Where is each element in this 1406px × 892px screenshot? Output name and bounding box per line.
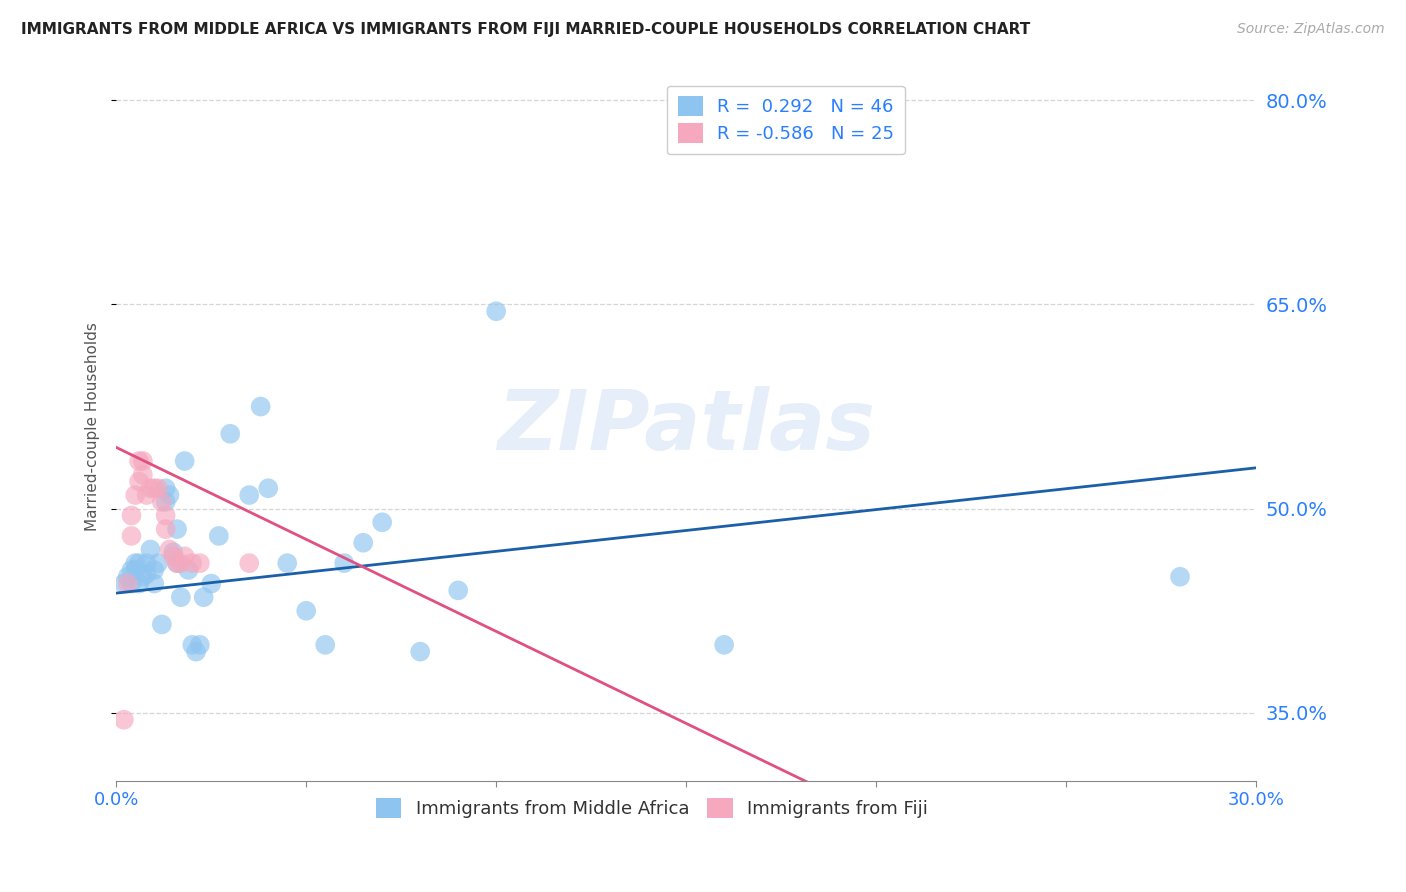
Point	[208, 529, 231, 543]
Point	[173, 549, 195, 564]
Point	[155, 522, 177, 536]
Point	[173, 454, 195, 468]
Point	[219, 426, 242, 441]
Point	[181, 556, 204, 570]
Point	[139, 542, 162, 557]
Point	[135, 567, 157, 582]
Point	[143, 563, 166, 577]
Point	[166, 556, 188, 570]
Point	[135, 488, 157, 502]
Point	[200, 576, 222, 591]
Point	[128, 556, 150, 570]
Text: Source: ZipAtlas.com: Source: ZipAtlas.com	[1237, 22, 1385, 37]
Point	[143, 576, 166, 591]
Point	[257, 481, 280, 495]
Point	[139, 481, 162, 495]
Point	[155, 481, 177, 495]
Point	[166, 522, 188, 536]
Point	[117, 576, 139, 591]
Point	[146, 481, 169, 495]
Point	[238, 556, 260, 570]
Point	[314, 638, 336, 652]
Point	[124, 556, 146, 570]
Point	[128, 475, 150, 489]
Point	[166, 556, 188, 570]
Point	[159, 542, 181, 557]
Text: ZIPatlas: ZIPatlas	[498, 386, 875, 467]
Point	[177, 563, 200, 577]
Point	[188, 556, 211, 570]
Point	[159, 488, 181, 502]
Point	[155, 508, 177, 523]
Point	[146, 556, 169, 570]
Point	[150, 617, 173, 632]
Point	[713, 638, 735, 652]
Point	[170, 590, 193, 604]
Point	[238, 488, 260, 502]
Point	[135, 556, 157, 570]
Point	[121, 529, 143, 543]
Point	[155, 495, 177, 509]
Point	[314, 808, 336, 822]
Point	[162, 549, 184, 564]
Point	[112, 713, 135, 727]
Point	[249, 400, 271, 414]
Point	[162, 545, 184, 559]
Point	[1168, 570, 1191, 584]
Point	[295, 604, 318, 618]
Point	[121, 508, 143, 523]
Point	[132, 467, 155, 482]
Point	[276, 556, 298, 570]
Point	[184, 645, 207, 659]
Point	[124, 488, 146, 502]
Point	[121, 576, 143, 591]
Point	[112, 576, 135, 591]
Point	[132, 454, 155, 468]
Point	[143, 481, 166, 495]
Point	[128, 576, 150, 591]
Legend: Immigrants from Middle Africa, Immigrants from Fiji: Immigrants from Middle Africa, Immigrant…	[368, 790, 935, 825]
Point	[150, 495, 173, 509]
Point	[485, 304, 508, 318]
Point	[170, 556, 193, 570]
Point	[409, 645, 432, 659]
Point	[333, 556, 356, 570]
Point	[371, 516, 394, 530]
Point	[193, 590, 215, 604]
Point	[124, 563, 146, 577]
Point	[132, 570, 155, 584]
Text: IMMIGRANTS FROM MIDDLE AFRICA VS IMMIGRANTS FROM FIJI MARRIED-COUPLE HOUSEHOLDS : IMMIGRANTS FROM MIDDLE AFRICA VS IMMIGRA…	[21, 22, 1031, 37]
Point	[447, 583, 470, 598]
Point	[121, 563, 143, 577]
Y-axis label: Married-couple Households: Married-couple Households	[86, 323, 100, 532]
Point	[117, 570, 139, 584]
Point	[181, 638, 204, 652]
Point	[128, 454, 150, 468]
Point	[188, 638, 211, 652]
Point	[352, 535, 374, 549]
